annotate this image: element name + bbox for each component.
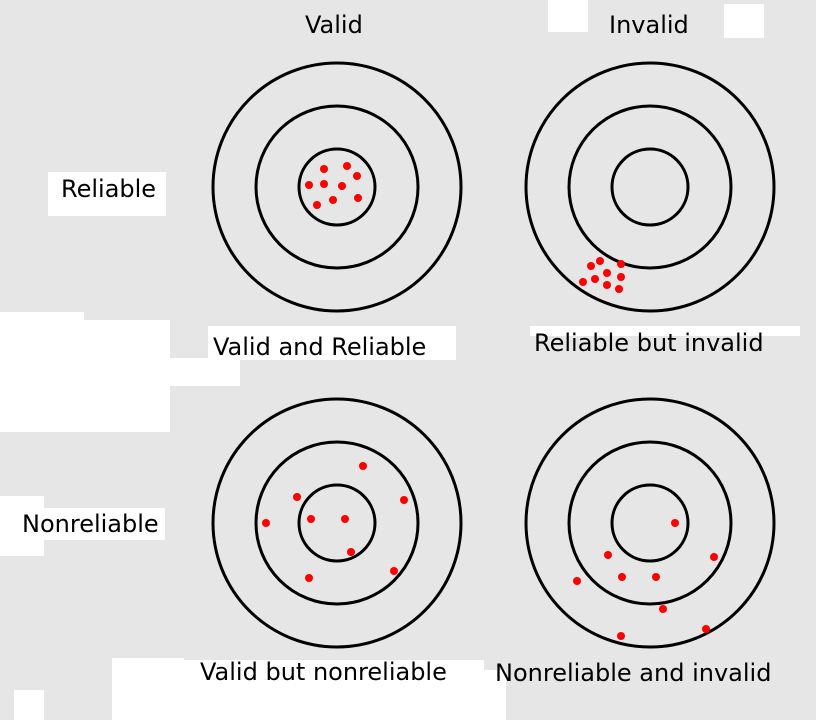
hit-dot bbox=[603, 281, 611, 289]
row-label-reliable: Reliable bbox=[61, 175, 157, 203]
label-patch bbox=[84, 320, 170, 432]
hit-dot bbox=[329, 196, 337, 204]
hit-dot bbox=[354, 194, 362, 202]
hit-dot bbox=[343, 162, 351, 170]
row-label-nonreliable: Nonreliable bbox=[16, 508, 165, 540]
label-patch bbox=[112, 658, 184, 720]
hit-dot bbox=[341, 515, 349, 523]
label-patch bbox=[530, 326, 800, 336]
hit-scatter bbox=[262, 462, 408, 582]
hit-dot bbox=[603, 269, 611, 277]
hit-dot bbox=[400, 496, 408, 504]
label-patch bbox=[0, 312, 84, 432]
caption-nonreliable-and-invalid: Nonreliable and invalid bbox=[495, 659, 772, 687]
hit-dot bbox=[293, 493, 301, 501]
hit-dot bbox=[305, 574, 313, 582]
column-header-valid: Valid bbox=[305, 11, 363, 39]
label-patch bbox=[724, 4, 764, 38]
hit-dot bbox=[320, 180, 328, 188]
target-valid-nonreliable bbox=[211, 397, 463, 649]
hit-dot bbox=[652, 573, 660, 581]
hit-dot bbox=[262, 519, 270, 527]
hit-dot bbox=[596, 257, 604, 265]
hit-dot bbox=[702, 625, 710, 633]
label-patch bbox=[184, 660, 484, 720]
hit-dot bbox=[573, 577, 581, 585]
caption-reliable-but-invalid: Reliable but invalid bbox=[534, 329, 764, 357]
hit-dot bbox=[320, 165, 328, 173]
label-patch bbox=[208, 326, 456, 360]
label-patch bbox=[548, 0, 588, 32]
hit-dot bbox=[353, 172, 361, 180]
hit-dot bbox=[305, 181, 313, 189]
hit-dot bbox=[591, 275, 599, 283]
target-invalid-reliable bbox=[524, 61, 776, 313]
hit-cluster bbox=[305, 162, 362, 209]
label-patch bbox=[48, 172, 166, 216]
hit-dot bbox=[307, 515, 315, 523]
label-patch bbox=[484, 670, 506, 720]
hit-dot bbox=[617, 632, 625, 640]
hit-dot bbox=[710, 553, 718, 561]
column-header-invalid: Invalid bbox=[609, 11, 689, 39]
hit-dot bbox=[587, 262, 595, 270]
hit-dot bbox=[617, 260, 625, 268]
label-patch bbox=[14, 690, 44, 720]
target-invalid-nonreliable bbox=[524, 397, 776, 649]
hit-dot bbox=[615, 285, 623, 293]
hit-dot bbox=[671, 519, 679, 527]
hit-dot bbox=[579, 278, 587, 286]
hit-dot bbox=[390, 567, 398, 575]
hit-dot bbox=[347, 548, 355, 556]
hit-dot bbox=[618, 573, 626, 581]
caption-valid-and-reliable: Valid and Reliable bbox=[213, 333, 427, 361]
target-rings bbox=[211, 61, 463, 313]
hit-cluster bbox=[579, 257, 625, 293]
label-patch bbox=[170, 358, 240, 386]
caption-valid-but-nonreliable: Valid but nonreliable bbox=[200, 658, 447, 686]
hit-dot bbox=[313, 201, 321, 209]
hit-dot bbox=[617, 273, 625, 281]
hit-scatter bbox=[573, 519, 718, 640]
hit-dot bbox=[338, 182, 346, 190]
hit-dot bbox=[659, 605, 667, 613]
hit-dot bbox=[604, 551, 612, 559]
hit-dot bbox=[359, 462, 367, 470]
